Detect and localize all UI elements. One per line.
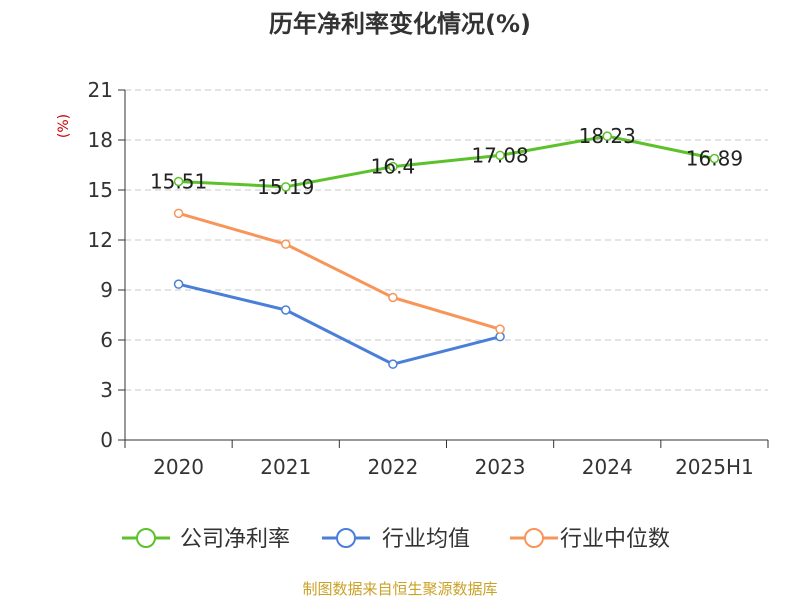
x-tick-label: 2020	[153, 455, 204, 479]
y-tick-label: 21	[88, 78, 113, 102]
y-tick-label: 9	[100, 278, 113, 302]
data-label: 16.4	[371, 155, 416, 179]
data-label: 18.23	[579, 124, 636, 148]
series-line	[178, 282, 501, 366]
y-tick-label: 3	[100, 378, 113, 402]
chart-title: 历年净利率变化情况(%)	[269, 10, 531, 38]
y-tick-label: 18	[88, 128, 113, 152]
axes: 0 3 6 9 12 15 18 21 2020 2021 2022 2023 2024 2025H1	[88, 78, 769, 479]
y-tick-label: 0	[100, 428, 113, 452]
data-point	[388, 161, 398, 172]
source-note: 制图数据来自恒生聚源数据库	[302, 580, 497, 598]
y-axis-label: (%)	[56, 114, 72, 138]
data-label: 15.19	[257, 175, 314, 199]
data-point	[709, 153, 720, 164]
series-line	[178, 134, 715, 189]
legend-label: 公司净利率	[180, 527, 290, 552]
legend-marker	[136, 528, 156, 548]
data-point	[602, 131, 612, 141]
data-point	[388, 292, 398, 303]
data-point	[173, 208, 184, 219]
y-tick-label: 12	[88, 228, 113, 252]
x-tick-label: 2024	[582, 455, 633, 479]
data-point	[281, 239, 291, 249]
data-label: 17.08	[471, 143, 528, 167]
data-point	[495, 150, 505, 161]
series	[173, 131, 720, 369]
data-point	[281, 305, 291, 315]
data-labels: 15.51 15.19 16.4 17.08 18.23 16.89	[150, 124, 743, 199]
data-point	[173, 176, 184, 187]
legend-marker	[336, 528, 356, 548]
x-tick-label: 2022	[367, 455, 418, 479]
legend-label: 行业中位数	[560, 527, 670, 552]
data-point	[388, 359, 398, 369]
legend-label: 行业均值	[382, 527, 470, 552]
data-point	[281, 182, 291, 192]
data-point	[495, 324, 505, 334]
series-line	[178, 211, 501, 331]
x-tick-label: 2025H1	[675, 455, 754, 479]
x-tick-label: 2023	[475, 455, 526, 479]
legend: 公司净利率 行业均值 行业中位数	[122, 527, 670, 552]
data-label: 15.51	[150, 170, 207, 194]
data-point	[173, 279, 184, 289]
y-tick-label: 6	[100, 328, 113, 352]
grid	[125, 89, 768, 391]
x-tick-label: 2021	[260, 455, 311, 479]
data-label: 16.89	[686, 147, 743, 171]
legend-marker	[524, 528, 544, 548]
y-tick-label: 15	[88, 178, 113, 202]
